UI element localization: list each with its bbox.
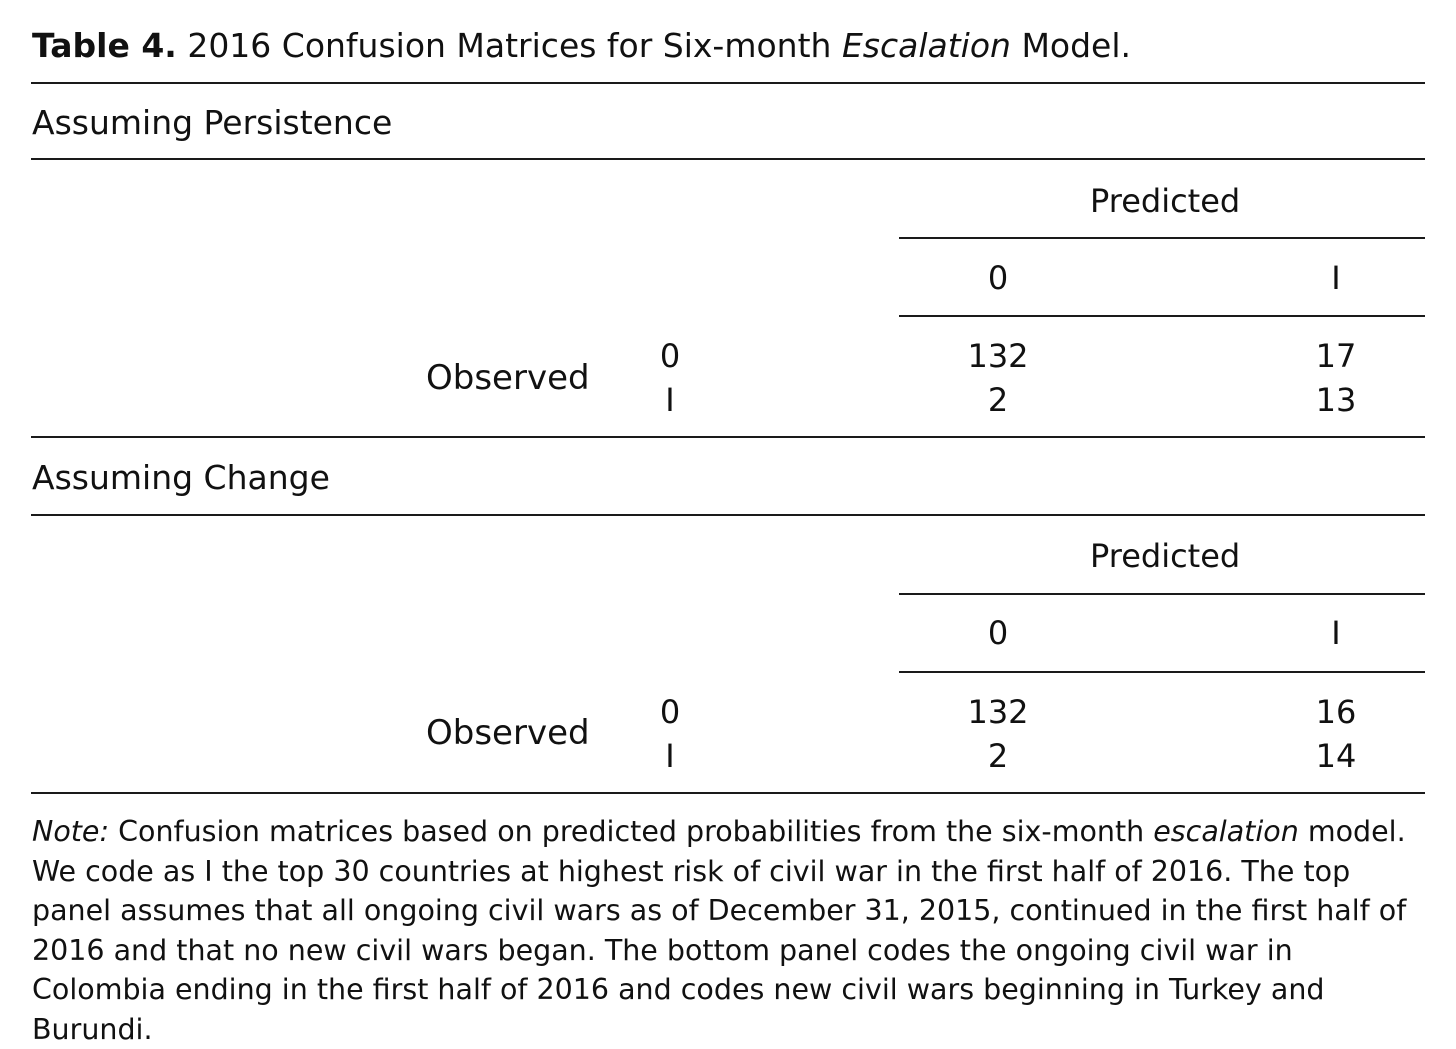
top-rule — [31, 82, 1425, 84]
panel-1-title-rule — [31, 158, 1425, 160]
panel-2-observed-label: Observed — [426, 713, 590, 753]
note-italic: escalation — [1153, 815, 1299, 848]
panel-1-predicted-rule — [899, 237, 1425, 239]
panel-1-observed-row-0: 0 — [659, 337, 681, 375]
panel-1-predicted-col-1: I — [1331, 259, 1341, 297]
panel-2-predicted-header: Predicted — [1090, 537, 1241, 575]
note-label: Note: — [32, 815, 110, 848]
panel-1-title: Assuming Persistence — [32, 103, 393, 142]
table-note: Note: Confusion matrices based on predic… — [32, 812, 1432, 1049]
panel-2-title-rule — [31, 514, 1425, 516]
panel-1-col-rule — [899, 315, 1425, 317]
panel-2-predicted-col-0: 0 — [987, 614, 1009, 652]
panel-2-observed-row-0: 0 — [659, 693, 681, 731]
panel-2-col-rule — [899, 671, 1425, 673]
table-title-text: 2016 Confusion Matrices for Six-month — [176, 26, 842, 65]
panel-2-cell-1-0: 2 — [987, 737, 1009, 775]
panel-2-observed-row-1: I — [665, 737, 675, 775]
panel-1-observed-label: Observed — [426, 358, 590, 398]
panel-2-cell-0-0: 132 — [967, 693, 1029, 731]
panel-2-cell-0-1: 16 — [1315, 693, 1357, 731]
panel-2-title: Assuming Change — [32, 458, 330, 497]
panel-1-cell-1-1: 13 — [1315, 381, 1357, 419]
panel-1-predicted-header: Predicted — [1090, 182, 1241, 220]
note-text: Confusion matrices based on predicted pr… — [109, 815, 1154, 848]
panel-1-bottom-rule — [31, 436, 1425, 438]
panel-2-predicted-rule — [899, 593, 1425, 595]
panel-2-predicted-col-1: I — [1331, 614, 1341, 652]
table-bottom-rule — [31, 792, 1425, 794]
panel-1-predicted-col-0: 0 — [987, 259, 1009, 297]
panel-1-cell-0-0: 132 — [967, 337, 1029, 375]
table-title-end: Model. — [1010, 26, 1132, 65]
panel-1-observed-row-1: I — [665, 381, 675, 419]
panel-1-cell-1-0: 2 — [987, 381, 1009, 419]
table-label: Table 4. — [32, 26, 177, 65]
note-text-end: model. We code as I the top 30 countries… — [32, 815, 1407, 1046]
table-title: Table 4. 2016 Confusion Matrices for Six… — [32, 24, 1131, 68]
panel-2-cell-1-1: 14 — [1315, 737, 1357, 775]
table-title-italic: Escalation — [841, 26, 1011, 65]
panel-1-cell-0-1: 17 — [1315, 337, 1357, 375]
